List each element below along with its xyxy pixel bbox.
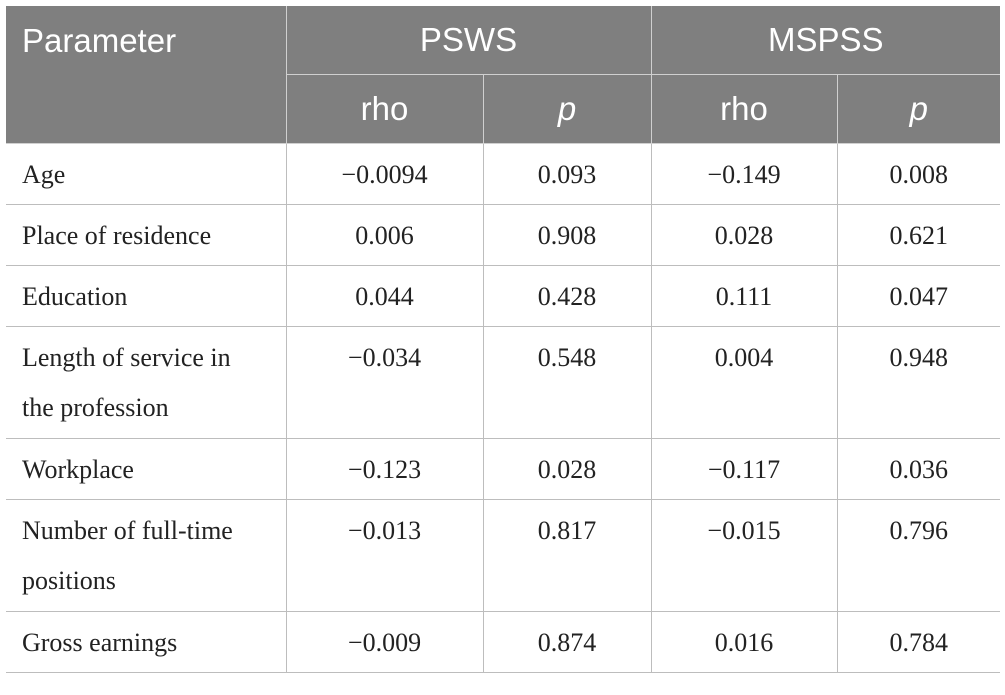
header-psws-p: p: [482, 74, 652, 144]
cell-parameter-line2: the profession: [22, 393, 169, 422]
cell-psws-rho: 0.044: [285, 265, 484, 327]
table-row-education: Education 0.044 0.428 0.111 0.047: [6, 265, 1001, 327]
table-row-gross-earnings: Gross earnings −0.009 0.874 0.016 0.784: [6, 611, 1001, 673]
table-body: Age −0.0094 0.093 −0.149 0.008 Place of …: [6, 143, 1001, 673]
header-group-psws: PSWS: [285, 6, 652, 75]
cell-mspss-rho: 0.111: [650, 265, 838, 327]
cell-mspss-rho: 0.028: [650, 204, 838, 266]
cell-psws-p: 0.548: [482, 326, 652, 439]
table-row-age: Age −0.0094 0.093 −0.149 0.008: [6, 143, 1001, 205]
cell-mspss-p: 0.784: [836, 611, 1001, 673]
correlation-table: Parameter PSWS MSPSS rho p rho p Age −0.…: [6, 6, 1001, 673]
cell-psws-p: 0.093: [482, 143, 652, 205]
cell-mspss-p: 0.948: [836, 326, 1001, 439]
cell-parameter-line2: positions: [22, 566, 116, 595]
header-mspss-rho: rho: [650, 74, 838, 144]
cell-psws-p: 0.028: [482, 438, 652, 500]
cell-psws-rho: 0.006: [285, 204, 484, 266]
cell-mspss-p: 0.036: [836, 438, 1001, 500]
cell-mspss-p: 0.621: [836, 204, 1001, 266]
cell-parameter: Workplace: [6, 438, 287, 500]
cell-mspss-rho: 0.004: [650, 326, 838, 439]
cell-parameter: Age: [6, 143, 287, 205]
cell-psws-rho: −0.009: [285, 611, 484, 673]
cell-psws-p: 0.874: [482, 611, 652, 673]
header-row-stats: rho p rho p: [6, 74, 1001, 144]
header-parameter: Parameter: [6, 6, 287, 144]
header-row-groups: Parameter PSWS MSPSS: [6, 6, 1001, 144]
cell-psws-rho: −0.0094: [285, 143, 484, 205]
cell-psws-p: 0.817: [482, 499, 652, 612]
header-group-mspss: MSPSS: [650, 6, 1001, 75]
cell-mspss-p: 0.008: [836, 143, 1001, 205]
header-mspss-p: p: [836, 74, 1001, 144]
cell-psws-rho: −0.013: [285, 499, 484, 612]
cell-parameter: Length of service in the profession: [6, 326, 287, 439]
cell-mspss-rho: 0.016: [650, 611, 838, 673]
cell-mspss-rho: −0.117: [650, 438, 838, 500]
table-header: Parameter PSWS MSPSS rho p rho p: [6, 6, 1001, 144]
cell-mspss-p: 0.047: [836, 265, 1001, 327]
cell-parameter: Education: [6, 265, 287, 327]
table-row-length-of-service: Length of service in the profession −0.03…: [6, 326, 1001, 439]
cell-mspss-p: 0.796: [836, 499, 1001, 612]
cell-parameter-line1: Number of full-time: [22, 516, 233, 545]
table-row-workplace: Workplace −0.123 0.028 −0.117 0.036: [6, 438, 1001, 500]
table-row-full-time-positions: Number of full-time positions −0.013 0.81…: [6, 499, 1001, 612]
cell-parameter: Place of residence: [6, 204, 287, 266]
cell-psws-p: 0.908: [482, 204, 652, 266]
cell-mspss-rho: −0.015: [650, 499, 838, 612]
table-row-place-of-residence: Place of residence 0.006 0.908 0.028 0.6…: [6, 204, 1001, 266]
header-psws-rho: rho: [285, 74, 484, 144]
cell-psws-p: 0.428: [482, 265, 652, 327]
cell-psws-rho: −0.123: [285, 438, 484, 500]
cell-parameter: Gross earnings: [6, 611, 287, 673]
cell-mspss-rho: −0.149: [650, 143, 838, 205]
cell-parameter: Number of full-time positions: [6, 499, 287, 612]
cell-parameter-line1: Length of service in: [22, 343, 231, 372]
cell-psws-rho: −0.034: [285, 326, 484, 439]
